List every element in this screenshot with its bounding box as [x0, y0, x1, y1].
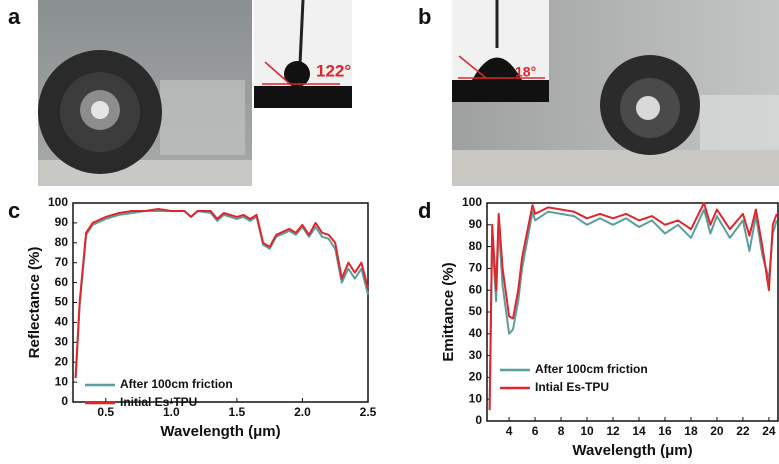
data-line — [74, 208, 369, 379]
x-tick-label: 24 — [762, 424, 776, 438]
y-tick-label: 80 — [55, 235, 69, 249]
x-tick-label: 12 — [606, 424, 620, 438]
x-tick-label: 14 — [632, 424, 646, 438]
data-line — [488, 208, 778, 411]
contact-angle: 122° — [316, 61, 351, 80]
y-tick-label: 80 — [469, 239, 483, 253]
x-axis-title: Wavelength (μm) — [572, 442, 692, 459]
x-tick-label: 16 — [658, 424, 672, 438]
y-axis-title: Emittance (%) — [440, 262, 457, 361]
data-line — [488, 202, 778, 411]
x-tick-label: 18 — [684, 424, 698, 438]
y-tick-label: 0 — [61, 394, 68, 408]
y-tick-label: 30 — [469, 348, 483, 362]
x-tick-label: 1.5 — [229, 405, 246, 419]
legend-label: After 100cm friction — [535, 362, 648, 376]
plot-frame — [486, 202, 779, 422]
y-tick-label: 10 — [469, 391, 483, 405]
y-tick-label: 100 — [462, 195, 482, 209]
x-tick-label: 0.5 — [97, 405, 114, 419]
y-tick-label: 90 — [55, 215, 69, 229]
x-tick-label: 2.0 — [294, 405, 311, 419]
y-tick-label: 20 — [55, 354, 69, 368]
y-tick-label: 0 — [475, 413, 482, 427]
y-tick-label: 30 — [55, 334, 69, 348]
y-tick-label: 20 — [469, 370, 483, 384]
y-tick-label: 70 — [55, 255, 69, 269]
legend-label: Intial Es-TPU — [535, 380, 609, 394]
panel-label: d — [418, 198, 431, 223]
x-tick-label: 6 — [532, 424, 539, 438]
y-tick-label: 50 — [469, 304, 483, 318]
x-tick-label: 4 — [506, 424, 513, 438]
x-tick-label: 8 — [558, 424, 565, 438]
y-tick-label: 100 — [48, 195, 68, 209]
y-tick-label: 10 — [55, 374, 69, 388]
x-tick-label: 1.0 — [163, 405, 180, 419]
legend-label: After 100cm friction — [120, 377, 233, 391]
x-tick-label: 20 — [710, 424, 724, 438]
contact-angle: 18° — [515, 64, 536, 80]
y-tick-label: 60 — [469, 282, 483, 296]
x-axis-title: Wavelength (μm) — [160, 423, 280, 440]
photo-a — [38, 0, 352, 186]
y-tick-label: 40 — [469, 326, 483, 340]
y-axis-title: Reflectance (%) — [26, 247, 43, 359]
y-tick-label: 60 — [55, 275, 69, 289]
legend-label: Initial Es-TPU — [120, 395, 197, 409]
panel-label: a — [8, 4, 21, 29]
x-tick-label: 10 — [580, 424, 594, 438]
x-tick-label: 22 — [736, 424, 750, 438]
panel-label: b — [418, 4, 431, 29]
photo-b — [452, 0, 779, 186]
data-line — [74, 210, 369, 379]
x-tick-label: 2.5 — [360, 405, 377, 419]
y-tick-label: 90 — [469, 217, 483, 231]
y-tick-label: 40 — [55, 315, 69, 329]
panel-label: c — [8, 198, 20, 223]
y-tick-label: 50 — [55, 295, 69, 309]
y-tick-label: 70 — [469, 261, 483, 275]
